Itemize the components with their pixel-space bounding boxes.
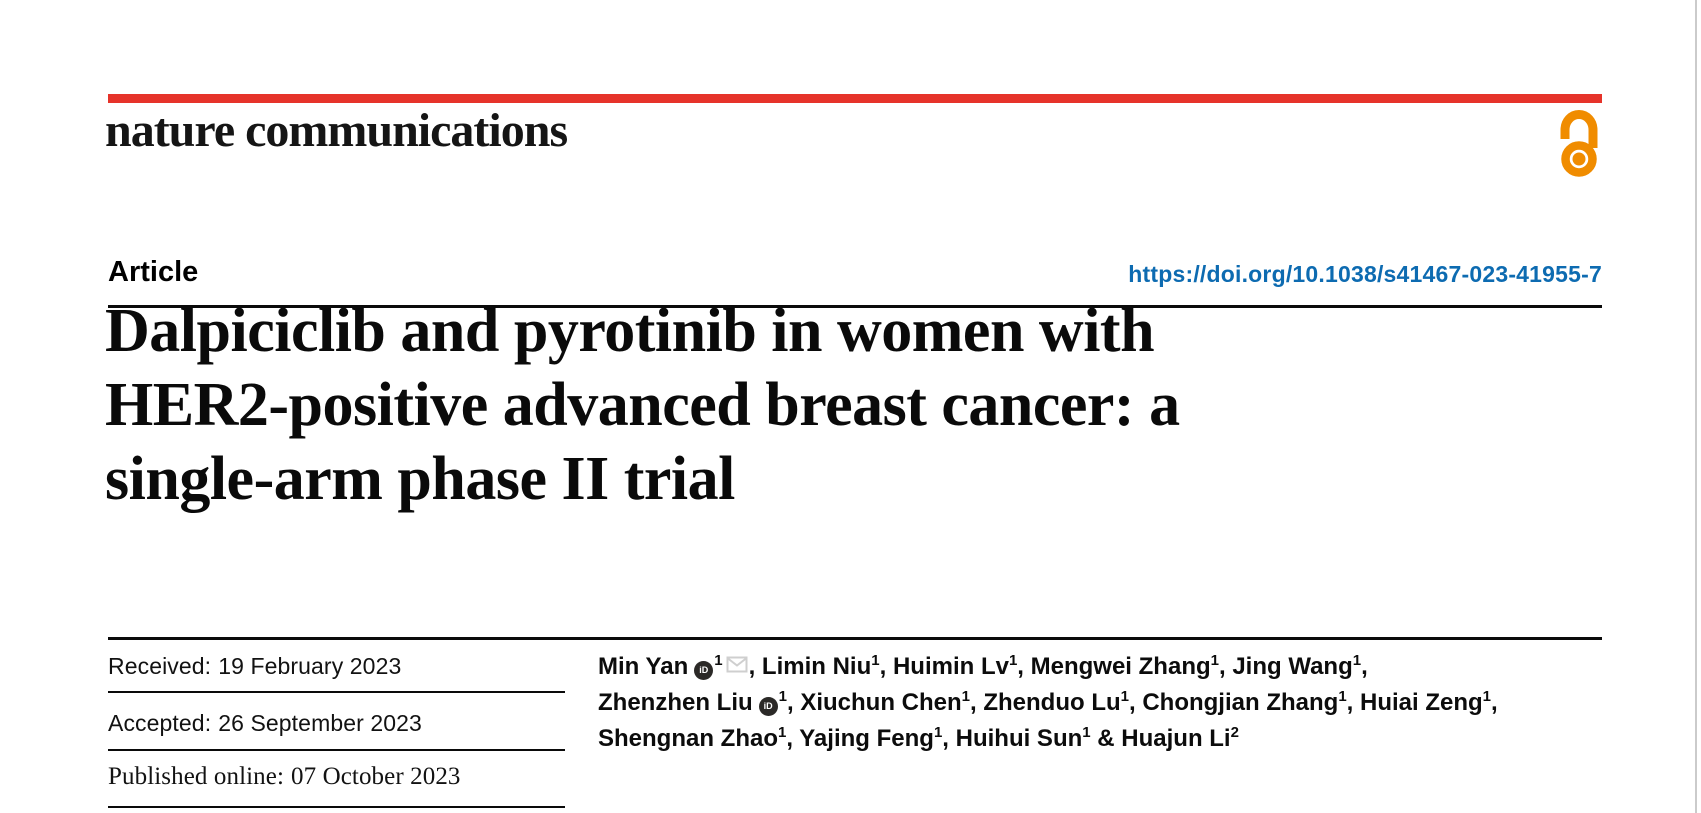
accepted-label: Accepted:	[108, 710, 212, 736]
journal-logo: nature communications	[105, 104, 568, 157]
author-line: Zhenzhen Liu iD1, Xiuchun Chen1, Zhenduo …	[598, 688, 1498, 716]
author-line: Min Yan iD1, Limin Niu1, Huimin Lv1, Meng…	[598, 648, 1608, 685]
article-title-line: Dalpiciclib and pyrotinib in women with	[105, 297, 1155, 365]
doi-link[interactable]: https://doi.org/10.1038/s41467-023-41955…	[1128, 261, 1602, 287]
received-date-row: Received: 19 February 2023	[108, 653, 401, 680]
accepted-date-row: Accepted: 26 September 2023	[108, 710, 422, 737]
published-value: 07 October 2023	[291, 763, 461, 790]
meta-divider	[108, 691, 565, 693]
author-name-text: Zhenzhen Liu	[598, 689, 753, 716]
accepted-value: 26 September 2023	[218, 710, 422, 736]
article-title-line: single-arm phase II trial	[105, 445, 735, 513]
meta-divider	[108, 749, 565, 751]
published-date-row: Published online: 07 October 2023	[108, 763, 461, 791]
article-title-line: HER2-positive advanced breast cancer: a	[105, 371, 1180, 439]
author-line: Shengnan Zhao1, Yajing Feng1, Huihui Sun…	[598, 724, 1239, 752]
header-divider	[108, 305, 1602, 308]
published-label: Published online:	[108, 763, 285, 790]
author-list: Min Yan iD1, Limin Niu1, Huimin Lv1, Meng…	[598, 648, 1608, 757]
meta-divider	[108, 806, 565, 808]
email-icon[interactable]	[726, 648, 748, 684]
author-name-text: , Chongjian Zhang	[1129, 689, 1339, 716]
author-name-text: , Zhenduo Lu	[970, 689, 1121, 716]
author-name-text: , Mengwei Zhang	[1017, 653, 1211, 680]
author-name-text: , Huimin Lv	[879, 653, 1009, 680]
open-access-lock-icon[interactable]	[1556, 109, 1602, 185]
author-name-text: , Limin Niu	[748, 653, 872, 680]
author-name-text: , Xiuchun Chen	[787, 689, 962, 716]
author-name-text: , Yajing Feng	[786, 725, 934, 752]
author-name-text: ,	[1491, 689, 1498, 716]
authors-top-divider	[108, 637, 1602, 640]
page-edge-divider	[1695, 0, 1697, 813]
author-name-text: & Huajun Li	[1090, 725, 1231, 752]
article-title: Dalpiciclib and pyrotinib in women with …	[105, 294, 1585, 516]
brand-red-bar	[108, 94, 1602, 103]
received-value: 19 February 2023	[218, 653, 402, 679]
orcid-icon[interactable]: iD	[758, 696, 778, 716]
author-name-text: Min Yan	[598, 653, 689, 680]
received-label: Received:	[108, 653, 212, 679]
author-name-text: Shengnan Zhao	[598, 725, 778, 752]
article-type-label: Article	[108, 256, 199, 288]
orcid-icon[interactable]: iD	[694, 660, 714, 680]
author-name-text: , Huihui Sun	[942, 725, 1083, 752]
author-name-text: , Jing Wang	[1218, 653, 1353, 680]
author-name-text: , Huiai Zeng	[1346, 689, 1483, 716]
author-name-text: ,	[1361, 653, 1368, 680]
